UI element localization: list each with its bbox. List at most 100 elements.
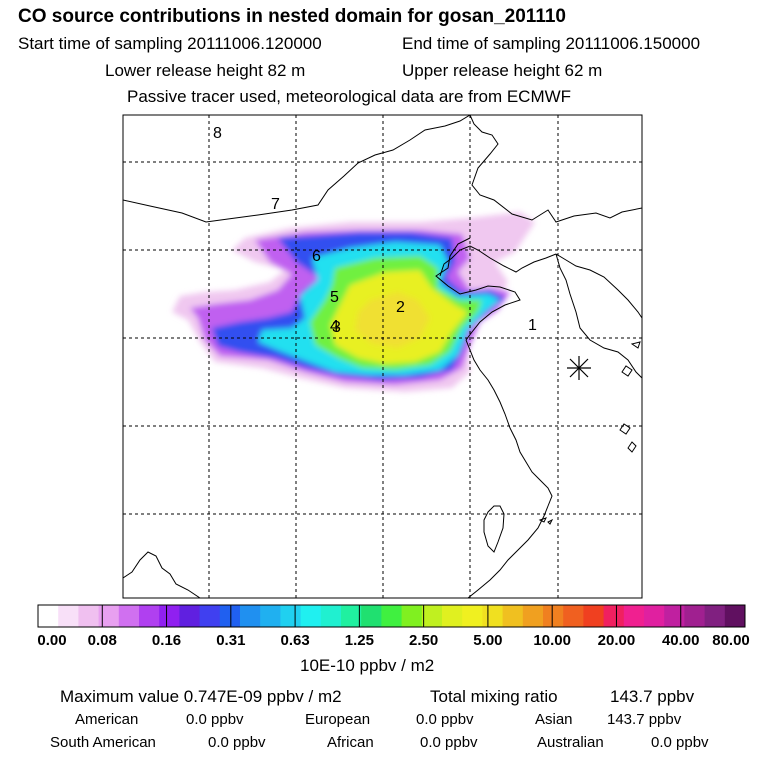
colorbar-tick-label: 80.00 bbox=[712, 632, 750, 649]
colorbar-cell bbox=[260, 605, 281, 627]
colorbar-units: 10E-10 ppbv / m2 bbox=[300, 656, 435, 675]
colorbar-tick-label: 0.31 bbox=[216, 632, 246, 649]
colorbar-cell bbox=[724, 605, 746, 627]
bohai-coast bbox=[435, 237, 521, 341]
colorbar-cell bbox=[421, 605, 443, 627]
trajectory-labels: 8 7 6 5 2 4 3 1 bbox=[213, 125, 537, 336]
korea-west bbox=[555, 253, 642, 379]
american-value: 0.0 ppbv bbox=[186, 711, 244, 728]
colorbar-cell bbox=[280, 605, 302, 627]
colorbar-tick-label: 0.63 bbox=[280, 632, 310, 649]
taiwan bbox=[483, 505, 505, 553]
colorbar-cell bbox=[684, 605, 706, 627]
colorbar-tick-label: 0.00 bbox=[37, 632, 67, 649]
australian-label: Australian bbox=[537, 734, 604, 751]
colorbar-cell bbox=[704, 605, 726, 627]
colorbar-cell bbox=[240, 605, 261, 627]
asian-value: 143.7 ppbv bbox=[607, 711, 682, 728]
max-value: Maximum value 0.747E-09 ppbv / m2 bbox=[60, 687, 342, 706]
tracer-note: Passive tracer used, meteorological data… bbox=[127, 87, 572, 106]
korea-coast bbox=[555, 253, 642, 319]
colorbar-cell bbox=[219, 605, 241, 627]
small-isle-2 bbox=[547, 518, 554, 525]
traj-label-8: 8 bbox=[213, 125, 222, 142]
colorbar-tick-label: 0.16 bbox=[151, 632, 182, 649]
plume-field bbox=[172, 212, 535, 392]
start-time: Start time of sampling 20111006.120000 bbox=[18, 34, 322, 53]
colorbar-tick-label: 40.00 bbox=[661, 632, 700, 649]
colorbar-cell bbox=[361, 605, 382, 627]
japan-isle-3 bbox=[621, 365, 633, 377]
japan-isle-2 bbox=[627, 441, 637, 453]
traj-label-5: 5 bbox=[330, 289, 339, 306]
colorbar-cell bbox=[623, 605, 645, 627]
south-american-value: 0.0 ppbv bbox=[208, 734, 266, 751]
colorbar-cell bbox=[179, 605, 201, 627]
colorbar-tick-label: 20.00 bbox=[597, 632, 636, 649]
colorbar-tick-label: 10.00 bbox=[533, 632, 571, 649]
small-isle-1 bbox=[538, 517, 547, 523]
total-mixing-label: Total mixing ratio bbox=[430, 687, 558, 706]
coastlines bbox=[123, 115, 642, 598]
colorbar-cell bbox=[563, 605, 584, 627]
colorbar-frame bbox=[37, 604, 746, 628]
traj-label-4: 4 bbox=[330, 318, 339, 335]
traj-label-2: 2 bbox=[396, 299, 405, 316]
plume-level-orange bbox=[355, 292, 430, 348]
colorbar-tick-label: 5.00 bbox=[473, 632, 503, 649]
european-value: 0.0 ppbv bbox=[416, 711, 474, 728]
colorbar-cell bbox=[139, 605, 160, 627]
colorbar-cell bbox=[320, 605, 342, 627]
colorbar-cell bbox=[98, 605, 120, 627]
traj-label-6: 6 bbox=[312, 248, 321, 265]
colorbar-cell bbox=[462, 605, 483, 627]
colorbar-cell bbox=[341, 605, 362, 627]
southwest-border bbox=[123, 551, 201, 598]
lower-release-height: Lower release height 82 m bbox=[105, 61, 306, 80]
american-label: American bbox=[75, 711, 139, 728]
colorbar-cell bbox=[199, 605, 221, 627]
european-label: European bbox=[305, 711, 371, 728]
colorbar-cell bbox=[522, 605, 544, 627]
australian-value: 0.0 ppbv bbox=[651, 734, 709, 751]
colorbar-cell bbox=[644, 605, 665, 627]
colorbar-cell bbox=[118, 605, 140, 627]
african-label: African bbox=[327, 734, 374, 751]
colorbar-tick-label: 2.50 bbox=[409, 632, 439, 649]
east-china-coast bbox=[465, 339, 553, 598]
liaodong bbox=[439, 245, 557, 277]
north-border bbox=[469, 115, 642, 223]
colorbar-cell bbox=[78, 605, 100, 627]
colorbar-cell bbox=[401, 605, 423, 627]
south-american-label: South American bbox=[50, 734, 156, 751]
colorbar-cell bbox=[583, 605, 605, 627]
colorbar-cell bbox=[442, 605, 463, 627]
japan-isle-4 bbox=[630, 341, 641, 349]
colorbar-cell bbox=[381, 605, 403, 627]
colorbar-tick-label: 1.25 bbox=[344, 632, 374, 649]
end-time: End time of sampling 20111006.150000 bbox=[402, 34, 701, 53]
total-mixing-value: 143.7 ppbv bbox=[610, 687, 695, 706]
colorbar-cell bbox=[38, 605, 59, 627]
colorbar-cell bbox=[58, 605, 79, 627]
plot-title: CO source contributions in nested domain… bbox=[18, 6, 566, 27]
gridlines bbox=[123, 115, 642, 598]
traj-label-3: 3 bbox=[332, 319, 341, 336]
traj-label-1: 1 bbox=[528, 317, 537, 334]
colorbar-cell bbox=[603, 605, 625, 627]
receptor-star-icon bbox=[567, 356, 591, 380]
traj-label-7: 7 bbox=[271, 196, 280, 213]
colorbar-cell bbox=[543, 605, 564, 627]
colorbar-cell bbox=[664, 605, 685, 627]
colorbar-tick-label: 0.08 bbox=[87, 632, 117, 649]
upper-release-height: Upper release height 62 m bbox=[402, 61, 603, 80]
colorbar-cell bbox=[482, 605, 504, 627]
colorbar-cell bbox=[159, 605, 180, 627]
african-value: 0.0 ppbv bbox=[420, 734, 478, 751]
colorbar-cell bbox=[502, 605, 524, 627]
map-frame bbox=[122, 114, 643, 599]
mongolia-border bbox=[123, 115, 471, 223]
colorbar-cell bbox=[300, 605, 322, 627]
